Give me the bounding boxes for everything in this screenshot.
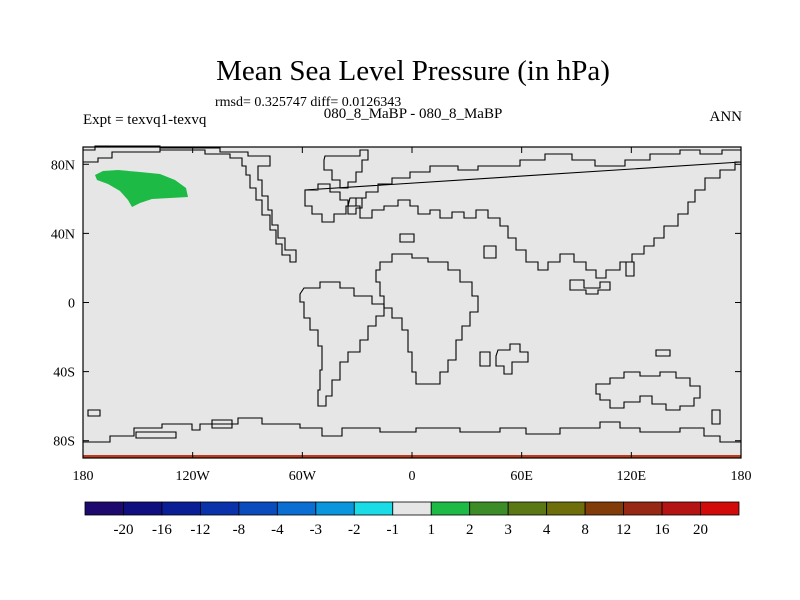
coastline-new-zealand xyxy=(711,409,721,425)
colorbar-label: 20 xyxy=(693,522,708,538)
colorbar-label: -1 xyxy=(387,522,400,538)
coastline-australia xyxy=(595,371,701,411)
colorbar-swatch xyxy=(392,501,432,516)
colorbar-swatch xyxy=(700,501,740,516)
lon-tick-label: 0 xyxy=(409,469,416,484)
colorbar-swatch xyxy=(469,501,509,516)
coastlines xyxy=(83,145,742,443)
colorbar-swatch xyxy=(623,501,663,516)
colorbar-label: 16 xyxy=(655,522,671,538)
coastline-arabian-gulf xyxy=(483,245,497,259)
coastline-antarctica xyxy=(83,417,741,443)
colorbar-label: 8 xyxy=(581,522,589,538)
colorbar-swatch xyxy=(123,501,163,516)
coastline-greenland xyxy=(323,149,369,189)
lon-tick-label: 180 xyxy=(731,469,752,484)
colorbar-label: -3 xyxy=(310,522,323,538)
lat-tick-label: 40S xyxy=(53,366,75,381)
colorbar-swatch xyxy=(584,501,624,516)
colorbar-swatch xyxy=(161,501,201,516)
coastline-se-asia xyxy=(569,279,611,295)
colorbar-swatch xyxy=(353,501,394,516)
coastline-madagascar xyxy=(479,351,491,367)
colorbar-label: -4 xyxy=(271,522,284,538)
colorbar-label: -2 xyxy=(348,522,361,538)
colorbar-label: 12 xyxy=(616,522,631,538)
colorbar-label: -20 xyxy=(113,522,133,538)
colorbar-label: -12 xyxy=(190,522,210,538)
map-axes: 80N 40N 0 40S 80S 180 120W 60W 0 60E 120E 180 xyxy=(51,147,752,484)
lon-tick-label: 180 xyxy=(73,469,94,484)
map-background xyxy=(83,147,741,458)
colorbar-swatch xyxy=(200,501,240,516)
colorbar-label: 2 xyxy=(466,522,474,538)
colorbar-swatch xyxy=(238,501,278,516)
coastline-indonesia xyxy=(495,343,529,375)
map-plot xyxy=(82,145,742,459)
colorbar-label: -16 xyxy=(152,522,172,538)
coastline-antarctic-island xyxy=(87,409,101,417)
coastline-british-isles xyxy=(347,197,363,215)
colorbar-label: 4 xyxy=(543,522,551,538)
lat-tick-label: 80S xyxy=(53,435,75,450)
colorbar-swatch xyxy=(315,501,355,516)
anomaly-region xyxy=(95,170,188,207)
lon-tick-label: 120E xyxy=(617,469,647,484)
colorbar-swatch xyxy=(430,501,471,516)
chart-title: Mean Sea Level Pressure (in hPa) xyxy=(216,55,610,87)
colorbar-swatch xyxy=(661,501,701,516)
coastline-south-america xyxy=(299,281,385,407)
colorbar-label: 3 xyxy=(504,522,512,538)
coastline-north-america xyxy=(83,145,297,263)
coastline-japan xyxy=(625,261,635,277)
coastline-small-island xyxy=(655,349,671,357)
lon-tick-label: 60E xyxy=(510,469,533,484)
coastline-antarctic-peninsula xyxy=(135,431,177,439)
chart-subtitle: 080_8_MaBP - 080_8_MaBP xyxy=(323,106,503,122)
lat-tick-label: 40N xyxy=(51,227,75,242)
stats-line: rmsd= 0.325747 diff= 0.0126343 xyxy=(215,95,402,110)
lat-tick-label: 80N xyxy=(51,158,75,173)
colorbar-swatch xyxy=(507,501,548,516)
lat-tick-label: 0 xyxy=(68,297,75,312)
colorbar: -20 -16 -12 -8 -4 -3 -2 -1 1 2 3 4 8 12 16 20 xyxy=(84,501,740,538)
experiment-label: Expt = texvq1-texvq xyxy=(83,112,207,128)
lon-tick-label: 120W xyxy=(176,469,211,484)
coastline-caspian xyxy=(399,233,415,243)
colorbar-swatch xyxy=(84,501,124,516)
season-label: ANN xyxy=(709,109,743,125)
colorbar-label: 1 xyxy=(427,522,435,538)
coastline-antarctic-shelf xyxy=(211,419,233,429)
colorbar-swatch xyxy=(276,501,317,516)
coastline-eurasia xyxy=(304,149,742,279)
colorbar-label: -8 xyxy=(233,522,246,538)
lon-tick-label: 60W xyxy=(289,469,317,484)
colorbar-swatch xyxy=(546,501,586,516)
